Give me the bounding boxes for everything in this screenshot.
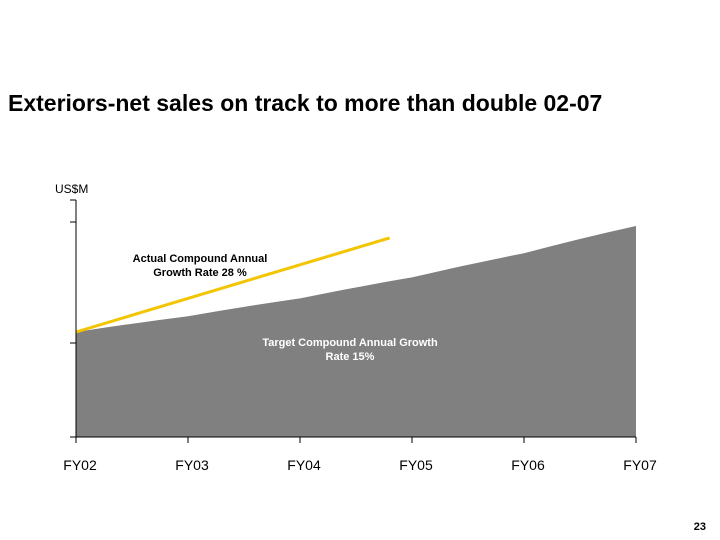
actual-line-layer [75,236,391,334]
axes [70,199,637,443]
x-tick-label-FY06: FY06 [511,457,545,473]
x-tick-label-FY04: FY04 [287,457,321,473]
x-tick-label-FY03: FY03 [175,457,209,473]
actual-growth-annotation-line-0: Actual Compound Annual [133,253,268,265]
target-growth-annotation-line-1: Rate 15% [326,351,375,363]
actual-growth-annotation-line-1: Growth Rate 28 % [153,267,247,279]
chart-title: Exteriors-net sales on track to more tha… [8,90,603,116]
x-tick-labels: FY02 FY03 FY04 FY05 FY06 FY07 [63,457,657,473]
actual-growth-line [75,236,391,334]
target-growth-annotation-line-0: Target Compound Annual Growth [262,337,438,349]
y-axis-unit-label: US$M [55,182,88,196]
x-tick-label-FY02: FY02 [63,457,97,473]
actual-growth-annotation: Actual Compound Annual Growth Rate 28 % [133,253,268,279]
x-tick-label-FY05: FY05 [399,457,433,473]
target-area-layer [76,225,636,437]
annotations: Actual Compound Annual Growth Rate 28 % Ta… [133,253,438,363]
target-area [76,225,636,437]
x-tick-label-FY07: FY07 [623,457,657,473]
page-number: 23 [693,521,706,533]
target-growth-annotation: Target Compound Annual Growth Rate 15% [262,337,438,363]
